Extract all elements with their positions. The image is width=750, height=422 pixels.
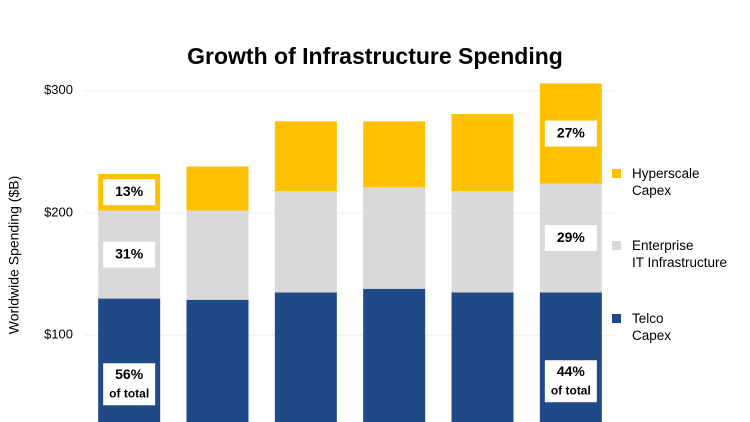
bar-segment xyxy=(363,121,426,188)
bar-segment xyxy=(363,187,426,289)
share-label-box xyxy=(101,239,158,270)
share-label: 44% xyxy=(557,363,586,379)
legend-swatch xyxy=(612,314,621,323)
share-label-box xyxy=(542,223,599,254)
legend-entry: Telco Capex xyxy=(632,311,672,343)
y-axis-label: Worldwide Spending ($B) xyxy=(6,176,22,335)
bar-segment xyxy=(274,191,337,293)
bar-segment xyxy=(363,288,426,422)
bar-segment xyxy=(186,210,249,300)
legend-swatch xyxy=(612,241,621,250)
y-tick-label: $300 xyxy=(44,82,73,97)
bar-segment xyxy=(451,292,514,422)
share-label-box xyxy=(542,118,599,149)
share-label-box xyxy=(101,177,158,208)
legend-entry: Hyperscale Capex xyxy=(632,166,700,198)
share-label: 29% xyxy=(557,229,586,245)
share-label-box xyxy=(542,358,599,405)
share-label-box xyxy=(101,361,158,408)
y-tick-label: $200 xyxy=(44,204,73,219)
share-note: of total xyxy=(551,383,591,397)
bar-segment xyxy=(274,292,337,422)
bar-segment xyxy=(451,191,514,293)
share-note: of total xyxy=(109,386,149,400)
chart-title: Growth of Infrastructure Spending xyxy=(187,43,563,69)
share-label: 13% xyxy=(115,183,144,199)
bar-segment xyxy=(274,121,337,191)
bar-segment xyxy=(186,166,249,211)
y-tick-label: $100 xyxy=(44,327,73,342)
share-label: 27% xyxy=(557,124,586,140)
share-label: 31% xyxy=(115,245,144,261)
bar-segment xyxy=(451,114,514,191)
share-label: 56% xyxy=(115,366,144,382)
legend-swatch xyxy=(612,169,621,178)
bar-segment xyxy=(186,299,249,422)
legend-entry: Enterprise IT Infrastructure xyxy=(632,238,728,270)
